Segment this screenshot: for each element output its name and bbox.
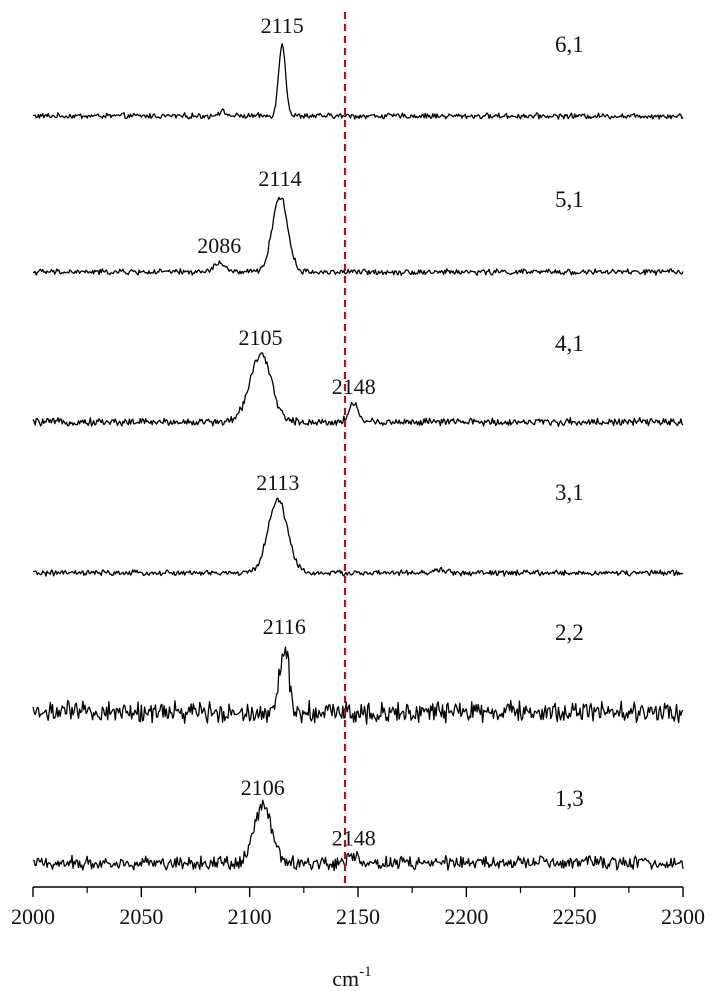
peak-labels: 2115 2114 2086 2105 2148 2113 2116 2106 2148 — [197, 13, 375, 851]
x-axis-title: cm-1 — [332, 964, 371, 991]
series-label: 1,3 — [555, 786, 584, 811]
peak-label: 2115 — [261, 13, 304, 38]
x-axis-title-superscript: -1 — [359, 964, 372, 980]
x-tick-label: 2300 — [661, 904, 705, 929]
peak-label: 2148 — [332, 374, 376, 399]
spectra-traces — [32, 43, 684, 872]
series-label: 3,1 — [555, 480, 584, 505]
peak-label: 2116 — [263, 614, 306, 639]
series-label: 6,1 — [555, 32, 584, 57]
peak-label: 2148 — [332, 826, 376, 851]
spectrum-trace-6 — [32, 799, 684, 872]
series-labels: 6,1 5,1 4,1 3,1 2,2 1,3 — [555, 32, 584, 811]
spectrum-trace-2 — [32, 196, 684, 276]
x-tick-label: 2000 — [11, 904, 55, 929]
x-axis-title-text: cm — [332, 966, 359, 991]
x-axis: 2000 2050 2100 2150 2200 2250 2300 — [11, 886, 705, 929]
spectrum-trace-5 — [32, 646, 684, 725]
x-tick-label: 2100 — [228, 904, 272, 929]
peak-label: 2086 — [197, 233, 241, 258]
peak-label: 2106 — [241, 775, 285, 800]
spectrum-trace-4 — [32, 497, 684, 577]
x-tick-label: 2150 — [336, 904, 380, 929]
series-label: 2,2 — [555, 620, 584, 645]
peak-label: 2105 — [239, 325, 283, 350]
x-tick-label: 2200 — [444, 904, 488, 929]
spectrum-trace-1 — [32, 43, 684, 120]
spectrum-trace-3 — [32, 352, 684, 427]
x-tick-label: 2250 — [553, 904, 597, 929]
peak-label: 2114 — [258, 166, 301, 191]
series-label: 5,1 — [555, 187, 584, 212]
series-label: 4,1 — [555, 331, 584, 356]
x-tick-label: 2050 — [119, 904, 163, 929]
peak-label: 2113 — [256, 470, 299, 495]
